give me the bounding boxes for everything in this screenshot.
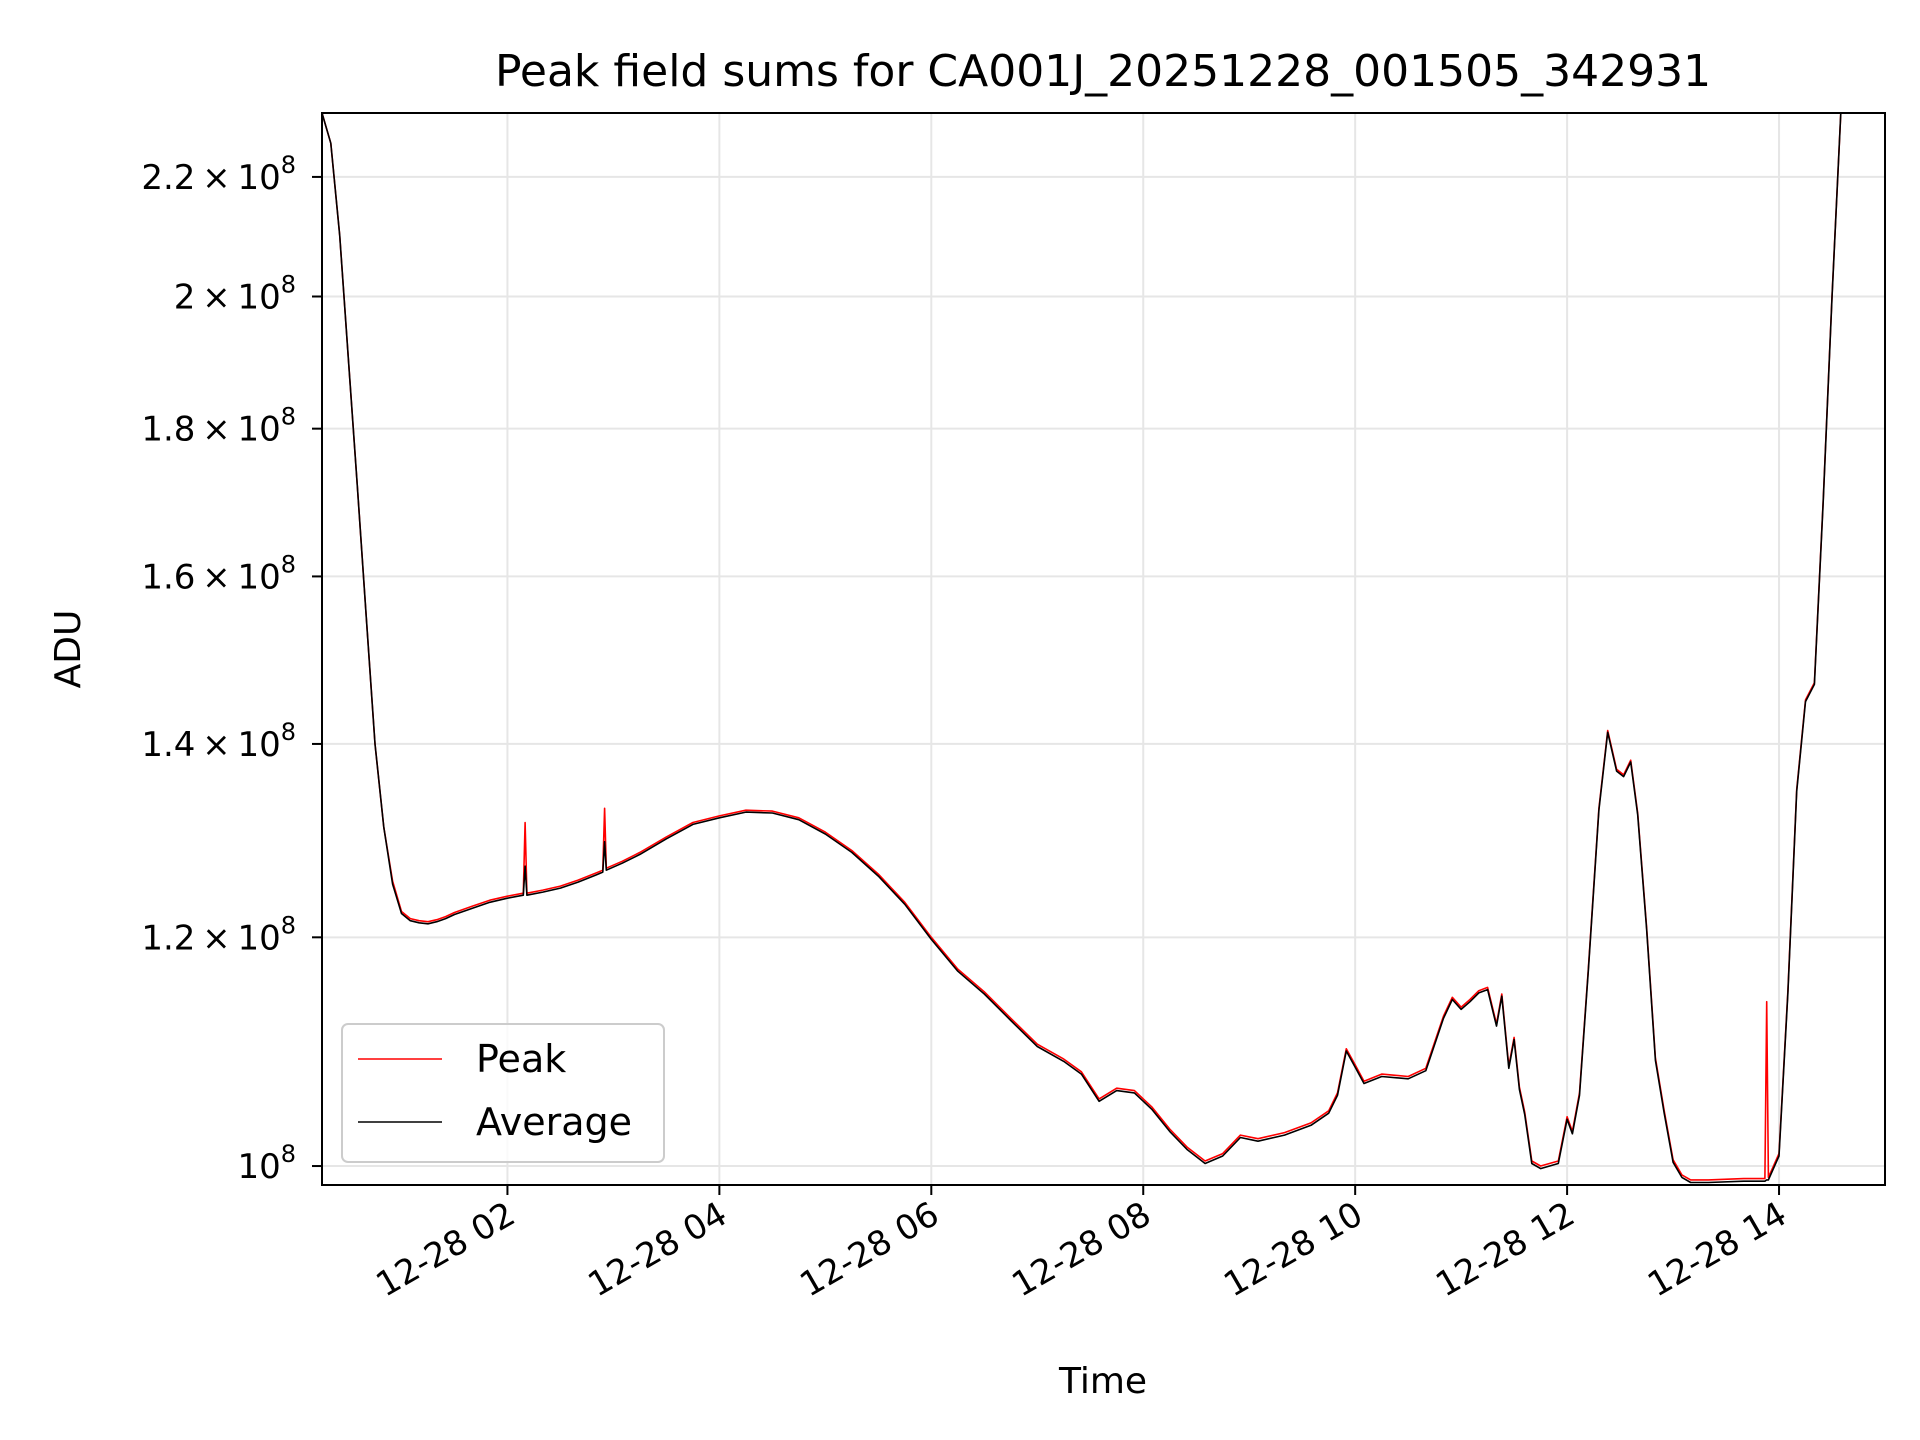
series-layer: [322, 113, 1842, 1184]
y-tick-label: 1.2 × 108: [141, 911, 296, 958]
grid: [322, 113, 1885, 1185]
y-axis-title: ADU: [48, 610, 89, 689]
y-tick-label: 1.4 × 108: [141, 718, 296, 765]
chart-title: Peak field sums for CA001J_20251228_0015…: [495, 46, 1711, 97]
series-line-average: [322, 113, 1842, 1184]
legend-label-average: Average: [476, 1100, 632, 1144]
x-axis-title: Time: [1058, 1361, 1147, 1402]
y-tick-label: 1.6 × 108: [141, 550, 296, 597]
legend-label-peak: Peak: [476, 1037, 566, 1081]
y-tick-label: 2.2 × 108: [141, 151, 296, 198]
y-tick-label: 108: [237, 1140, 296, 1187]
y-tick-label: 2 × 108: [174, 270, 296, 317]
y-axis: 108 1.2 × 108 1.4 × 108 1.6 × 108 1.8 × 108 2…: [141, 151, 322, 1187]
plot-frame: [321, 112, 1886, 1186]
legend: Peak Average: [341, 1023, 665, 1163]
y-tick-label: 1.8 × 108: [141, 403, 296, 450]
